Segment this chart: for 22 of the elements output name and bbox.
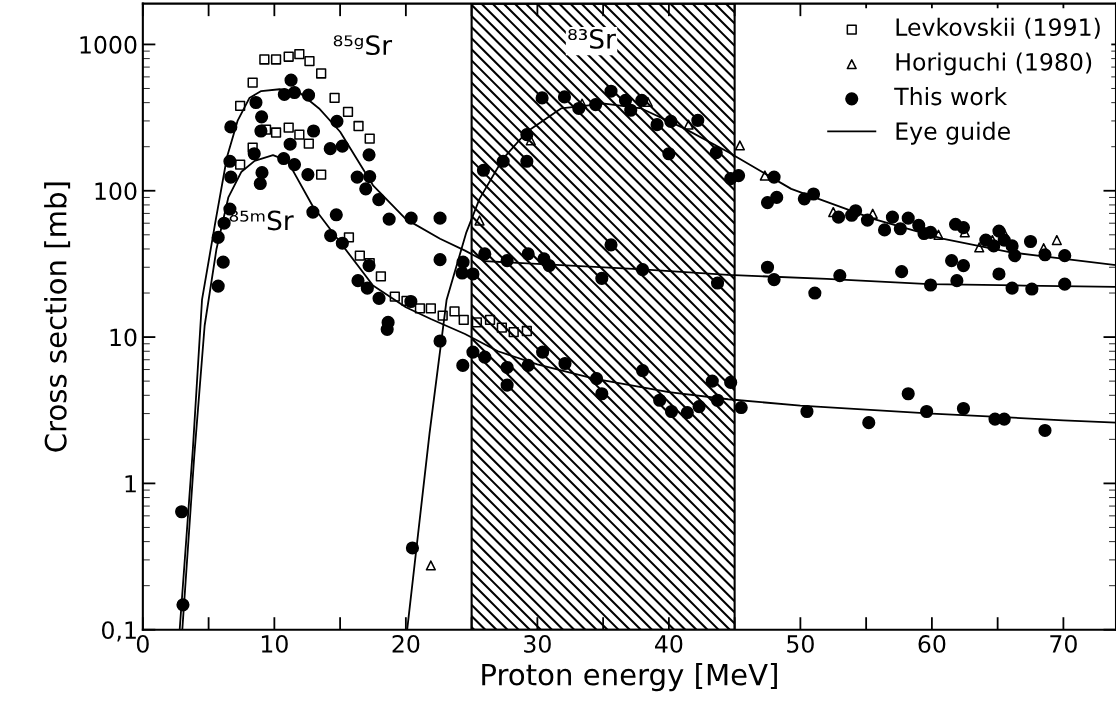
y-tick-label: 1000	[80, 35, 137, 54]
x-tick-label: 50	[787, 635, 814, 653]
annotation: ⁸⁵ᵐSr	[229, 210, 294, 231]
x-tick-label: 10	[261, 635, 288, 653]
x-tick-label: 60	[918, 635, 946, 653]
legend-label: Eye guide	[896, 121, 1010, 145]
legend-label: Levkovskii (1991)	[896, 17, 1100, 39]
y-axis-title: Cross section [mb]	[44, 182, 71, 452]
x-tick-label: 20	[392, 635, 420, 653]
x-tick-label: 40	[655, 635, 683, 653]
legend-label: This work	[894, 87, 1008, 106]
y-tick-label: 0,1	[101, 621, 136, 642]
annotation: ⁸³Sr	[568, 28, 616, 49]
x-axis-title: Proton energy [MeV]	[482, 662, 777, 692]
x-tick-label: 30	[524, 635, 551, 653]
y-tick-label: 1	[125, 475, 136, 493]
y-tick-label: 100	[95, 182, 137, 201]
y-tick-label: 10	[110, 328, 137, 347]
legend-label: Horiguchi (1980)	[896, 52, 1092, 76]
x-tick-label: 70	[1050, 635, 1077, 653]
annotation: ⁸⁵ᵍSr	[333, 35, 393, 56]
x-tick-label: 0	[136, 635, 149, 653]
